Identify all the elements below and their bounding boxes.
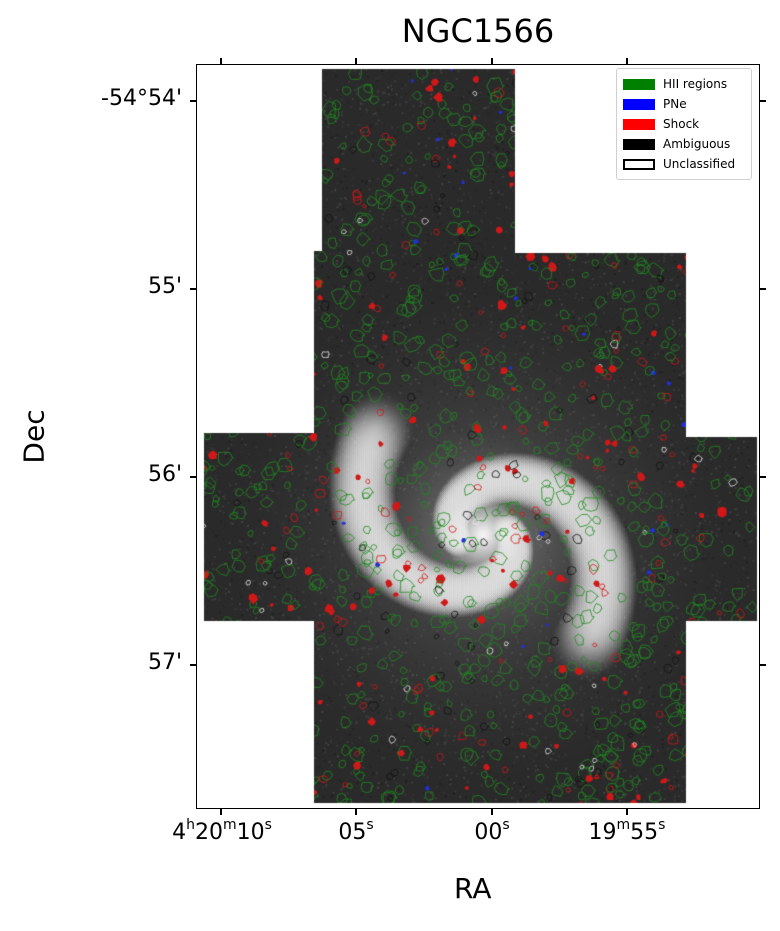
legend-item-hii: HII regions [623,74,745,94]
legend-label-shock: Shock [663,117,700,131]
legend-item-pne: PNe [623,94,745,114]
y-tick-left-2 [190,476,196,478]
x-tick-bottom-3 [626,809,628,815]
x-tick-top-1 [355,58,357,64]
y-tick-label-0: -54°54' [101,86,182,111]
x-tick-top-3 [626,58,628,64]
legend-item-ambiguous: Ambiguous [623,134,745,154]
legend-label-pne: PNe [663,97,687,111]
image-frame [196,64,760,809]
legend-swatch-ambiguous [623,138,655,150]
x-tick-label-2: 00s [474,816,510,845]
x-tick-label-3: 19m55s [588,816,666,845]
legend-swatch-pne [623,98,655,110]
legend-label-unclassified: Unclassified [663,157,736,171]
y-axis-label: Dec [17,409,51,464]
y-tick-right-3 [760,664,766,666]
x-tick-bottom-0 [220,809,222,815]
x-tick-bottom-2 [491,809,493,815]
legend-label-ambiguous: Ambiguous [663,137,731,151]
y-tick-label-2: 56' [147,462,182,487]
x-tick-top-0 [220,58,222,64]
x-tick-label-0: 4h20m10s [172,816,272,845]
y-tick-right-0 [760,100,766,102]
y-tick-left-0 [190,100,196,102]
y-tick-right-2 [760,476,766,478]
legend-item-shock: Shock [623,114,745,134]
y-tick-right-1 [760,288,766,290]
y-tick-label-1: 55' [147,274,182,299]
y-tick-left-3 [190,664,196,666]
plot-title: NGC1566 [401,12,555,50]
x-tick-label-1: 05s [338,816,374,845]
legend-swatch-unclassified [623,158,655,170]
legend-swatch-hii [623,78,655,90]
legend: HII regions PNe Shock Ambiguous Unclassi… [616,68,752,180]
legend-item-unclassified: Unclassified [623,154,745,174]
legend-label-hii: HII regions [663,77,728,91]
legend-swatch-shock [623,118,655,130]
x-axis-label: RA [454,872,492,905]
x-tick-top-2 [491,58,493,64]
y-tick-left-1 [190,288,196,290]
x-tick-bottom-1 [355,809,357,815]
galaxy-image [197,65,758,807]
y-tick-label-3: 57' [147,650,182,675]
